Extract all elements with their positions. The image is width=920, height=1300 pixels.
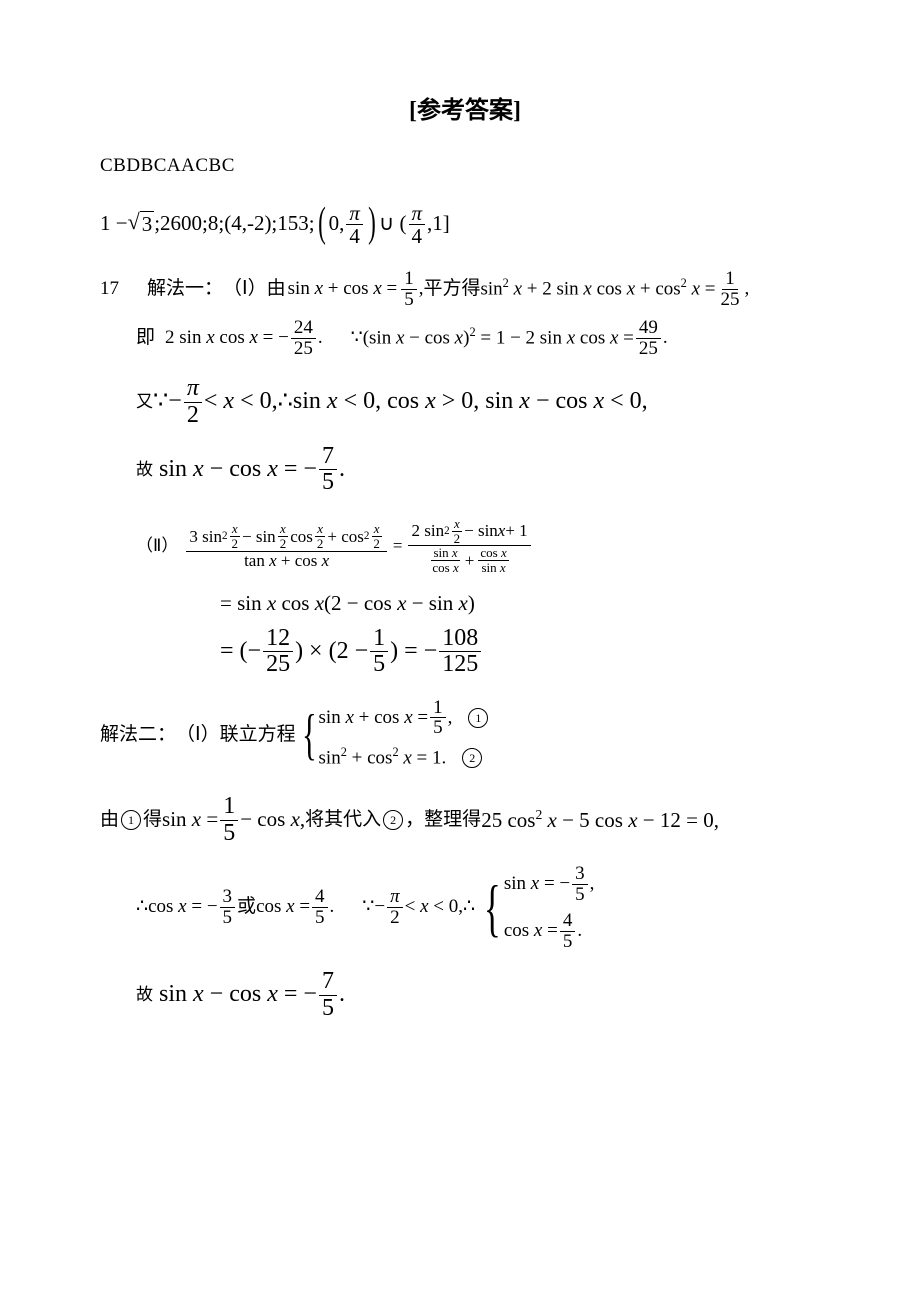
txt: 0, xyxy=(329,209,345,238)
solution-system: { sin x = − 35 , cos x = 45 . xyxy=(477,864,594,952)
frac-4-5b: 45 xyxy=(560,911,576,952)
because: ∵ xyxy=(362,894,374,921)
interval-paren: ( 0, π4 ) xyxy=(315,202,379,247)
sub-text: 将其代入 xyxy=(305,807,381,834)
q17-m2-l3b: ∴ cos x = − 35 或 cos x = 45 . ∵ − π2 < x… xyxy=(100,864,830,952)
frac-3-5b: 35 xyxy=(572,864,588,905)
txt: ∪ ( xyxy=(379,209,407,238)
system: { sin x + cos x = 15 , 1 sin2 + cos2 x =… xyxy=(296,698,491,773)
qnum: 17 xyxy=(100,276,119,303)
part1-label: （Ⅰ） xyxy=(176,722,220,749)
because: ∵ xyxy=(351,325,363,352)
circled-1: 1 xyxy=(121,810,141,830)
frac-pi-2: π2 xyxy=(387,887,403,928)
q17-m1-l3: 又 ∵ − π2 < x < 0, ∴ sin x < 0, cos x > 0… xyxy=(100,376,830,427)
circled-2: 2 xyxy=(462,748,482,768)
frac: 15 xyxy=(370,626,388,677)
frac-3-5: 35 xyxy=(220,887,236,928)
q17-p2-l3: = (− 1225 ) × (2 − 15 ) = − 108125 xyxy=(100,626,830,677)
frac: π2 xyxy=(184,376,202,427)
q17-p2-l2: = sin x cos x(2 − cos x − sin x) xyxy=(100,589,830,618)
txt: ,1] xyxy=(427,209,450,238)
or: 或 xyxy=(237,894,256,921)
sqrt3: √3 xyxy=(128,211,155,237)
therefore: ∴ xyxy=(278,385,293,419)
q17-m2-l2: 由 1 得 sin x = 15 − cos x, 将其代入 2 ， 整理得 2… xyxy=(100,794,830,845)
hence: 故 xyxy=(136,983,153,1007)
method2-label: 解法二： xyxy=(100,722,176,749)
frac-pi4-b: π4 xyxy=(409,202,426,247)
ie: 即 xyxy=(136,325,155,352)
frac-4-5: 45 xyxy=(312,887,328,928)
part2-label: （Ⅱ） xyxy=(136,534,178,558)
because: ∵ xyxy=(153,385,168,419)
by: 由 xyxy=(100,807,119,834)
q17-m2-final: 故 sin x − cos x = − 75 . xyxy=(100,969,830,1020)
also: 又 xyxy=(136,390,153,414)
by: 由 xyxy=(267,276,286,303)
therefore: ∴ xyxy=(463,894,475,921)
txt: ;2600;8;(4,-2);153; xyxy=(154,209,314,238)
eq: sin x + cos x = xyxy=(288,276,398,303)
radicand: 3 xyxy=(140,211,155,237)
part1-label: （Ⅰ） xyxy=(223,276,267,303)
frac-7-5: 75 xyxy=(319,969,337,1020)
hence: 故 xyxy=(136,458,153,482)
txt: 1 − xyxy=(100,209,128,238)
frac: 1225 xyxy=(263,626,293,677)
frac: 4925 xyxy=(636,318,661,359)
page: [参考答案] CBDBCAACBC 1 − √3 ;2600;8;(4,-2);… xyxy=(0,0,920,1300)
fillins-line: 1 − √3 ;2600;8;(4,-2);153; ( 0, π4 ) ∪ (… xyxy=(100,202,830,247)
frac: 75 xyxy=(319,444,337,495)
frac-pi4-a: π4 xyxy=(346,202,363,247)
square-get: 平方得 xyxy=(423,276,480,303)
joint: 联立方程 xyxy=(220,722,296,749)
big-frac-rhs: 2 sin2 x2 − sin x + 1 sin xcos x + cos x… xyxy=(408,517,530,575)
big-frac-lhs: 3 sin2 x2 − sin x2 cos x2 + cos2 x2 tan … xyxy=(186,522,387,569)
q17-m2-l1: 解法二： （Ⅰ） 联立方程 { sin x + cos x = 15 , 1 s… xyxy=(100,698,830,773)
circled-1: 1 xyxy=(468,708,488,728)
method1-label: 解法一： xyxy=(147,276,223,303)
frac: 2425 xyxy=(291,318,316,359)
frac: 108125 xyxy=(439,626,481,677)
q17-m1-l2: 即 2 sin x cos x = − 2425 . ∵ (sin x − co… xyxy=(100,318,830,359)
mc-answers: CBDBCAACBC xyxy=(100,153,830,180)
frac: 15 xyxy=(401,269,417,310)
frac: 125 xyxy=(718,269,743,310)
simplify: 整理得 xyxy=(424,807,481,834)
eq: sin2 x + 2 sin x cos x + cos2 x = xyxy=(480,275,715,303)
eq: (sin x − cos x)2 = 1 − 2 sin x cos x = xyxy=(363,324,634,352)
q17-p2-l1: （Ⅱ） 3 sin2 x2 − sin x2 cos x2 + cos2 x2 … xyxy=(100,517,830,575)
q17-m1-l1: 17 解法一： （Ⅰ） 由 sin x + cos x = 15 , 平方得 s… xyxy=(100,269,830,310)
circled-2: 2 xyxy=(383,810,403,830)
frac: 15 xyxy=(220,794,238,845)
page-title: [参考答案] xyxy=(100,90,830,125)
get: 得 xyxy=(143,807,162,834)
eq: 2 sin x cos x = − xyxy=(165,325,289,352)
therefore: ∴ xyxy=(136,894,148,921)
q17-m1-l4: 故 sin x − cos x = − 75 . xyxy=(100,444,830,495)
frac: 15 xyxy=(430,698,446,739)
